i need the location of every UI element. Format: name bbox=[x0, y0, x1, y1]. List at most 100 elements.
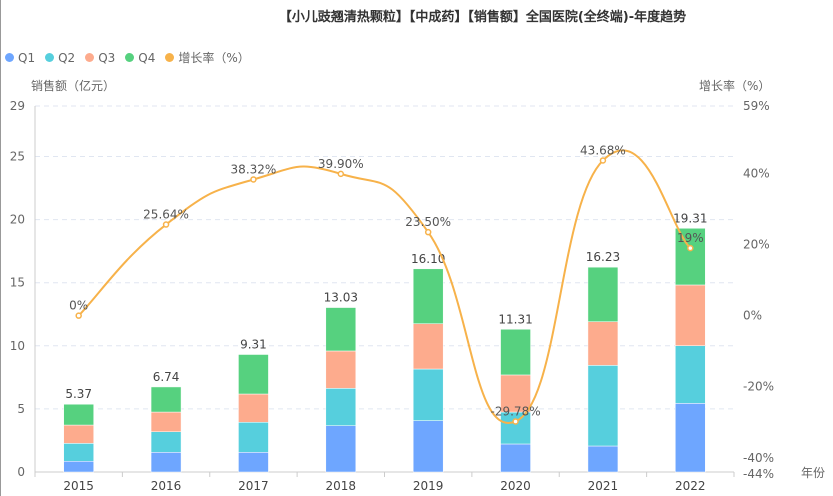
x-tick-label: 2022 bbox=[675, 479, 706, 493]
y2-tick-label: -20% bbox=[743, 380, 774, 394]
growth-point-2015 bbox=[75, 312, 82, 319]
y2-tick-label: 0% bbox=[743, 309, 762, 323]
bar-q4-2018 bbox=[325, 307, 357, 352]
bar-q3-2019 bbox=[412, 323, 444, 370]
legend-q1[interactable]: Q1 bbox=[5, 49, 35, 66]
growth-point-2018 bbox=[337, 170, 345, 178]
bar-q1-2017 bbox=[238, 452, 269, 473]
legend-dot-q1 bbox=[5, 53, 14, 62]
chart-title: 【小儿豉翘清热颗粒】【中成药】【销售额】全国医院(全终端)-年度趋势 bbox=[278, 10, 687, 25]
bar-q4-2021 bbox=[587, 266, 619, 322]
legend: Q1 Q2 Q3 Q4 增长率（%） bbox=[5, 49, 250, 66]
legend-label-q1: Q1 bbox=[18, 50, 36, 65]
y2-axis-title: 增长率（%） bbox=[699, 79, 771, 93]
total-label: 16.10 bbox=[411, 252, 445, 266]
bar-q4-2015 bbox=[63, 403, 94, 426]
y-tick-label: 15 bbox=[10, 276, 25, 290]
growth-point-2017 bbox=[250, 176, 257, 183]
bar-q1-2018 bbox=[325, 425, 357, 473]
legend-label-q3: Q3 bbox=[98, 50, 116, 65]
total-label: 16.23 bbox=[586, 250, 620, 264]
legend-label-q2: Q2 bbox=[58, 50, 76, 65]
growth-label: 19% bbox=[677, 231, 704, 245]
bar-q2-2022 bbox=[675, 345, 706, 404]
bar-q1-2016 bbox=[150, 452, 182, 473]
x-tick-label: 2018 bbox=[326, 479, 357, 493]
legend-q3[interactable]: Q3 bbox=[85, 49, 115, 66]
x-tick-label: 2015 bbox=[63, 479, 94, 493]
total-label: 6.74 bbox=[153, 370, 180, 384]
bar-q3-2018 bbox=[325, 350, 357, 389]
legend-dot-q3 bbox=[85, 53, 95, 62]
bar-q3-2020 bbox=[500, 374, 531, 413]
growth-label: 0% bbox=[69, 299, 88, 313]
bar-q3-2015 bbox=[63, 424, 94, 444]
y-tick-label: 29 bbox=[10, 99, 25, 113]
y2-tick-label: 59% bbox=[743, 99, 770, 113]
y2-tick-label: 40% bbox=[743, 167, 770, 181]
bar-q4-2020 bbox=[500, 329, 531, 376]
bar-q2-2017 bbox=[238, 422, 269, 453]
legend-label-q4: Q4 bbox=[138, 50, 156, 65]
bar-q2-2020 bbox=[500, 411, 531, 445]
total-label: 11.31 bbox=[498, 312, 532, 326]
growth-label: 25.64% bbox=[143, 208, 189, 222]
legend-q4[interactable]: Q4 bbox=[125, 49, 155, 66]
y2-tick-label: -40% bbox=[743, 451, 774, 465]
bar-q4-2017 bbox=[238, 354, 269, 395]
bar-q4-2019 bbox=[412, 268, 444, 324]
legend-growth[interactable]: 增长率（%） bbox=[165, 49, 250, 66]
bar-q1-2022 bbox=[675, 403, 706, 473]
growth-label: -29.78% bbox=[491, 404, 541, 418]
y-tick-label: 10 bbox=[10, 339, 25, 353]
total-label: 19.31 bbox=[673, 211, 707, 225]
growth-label: 23.50% bbox=[405, 215, 451, 229]
bar-q1-2019 bbox=[412, 420, 444, 473]
growth-point-2020 bbox=[512, 418, 519, 425]
growth-point-2019 bbox=[424, 228, 432, 236]
y2-tick-label: 20% bbox=[743, 238, 770, 252]
bar-q4-2016 bbox=[150, 386, 182, 413]
x-tick-label: 2016 bbox=[151, 479, 182, 493]
legend-dot-q4 bbox=[125, 53, 135, 62]
y-tick-label: 20 bbox=[10, 213, 25, 227]
bar-q2-2019 bbox=[412, 368, 444, 421]
legend-dot-growth bbox=[165, 53, 175, 62]
y2-tick-label: -44% bbox=[743, 467, 774, 481]
growth-label: 39.90% bbox=[318, 157, 364, 171]
growth-point-2016 bbox=[162, 221, 170, 228]
bar-q3-2022 bbox=[675, 284, 706, 346]
y-tick-label: 0 bbox=[17, 465, 25, 479]
bar-q2-2018 bbox=[325, 388, 357, 426]
legend-q2[interactable]: Q2 bbox=[45, 49, 75, 66]
bar-q3-2017 bbox=[238, 393, 269, 423]
bar-q1-2015 bbox=[63, 461, 94, 473]
growth-label: 43.68% bbox=[580, 143, 626, 157]
x-tick-label: 2019 bbox=[413, 479, 444, 493]
y-tick-label: 5 bbox=[17, 402, 25, 416]
x-tick-label: 2017 bbox=[238, 479, 269, 493]
x-axis-title: 年份 bbox=[801, 466, 826, 480]
legend-dot-q2 bbox=[45, 53, 55, 62]
growth-point-2021 bbox=[599, 157, 607, 164]
bar-q2-2016 bbox=[150, 431, 182, 453]
bar-q1-2021 bbox=[587, 445, 619, 473]
y-tick-label: 25 bbox=[10, 149, 25, 163]
total-label: 13.03 bbox=[324, 291, 358, 305]
growth-label: 38.32% bbox=[231, 162, 277, 176]
bar-q2-2015 bbox=[63, 443, 94, 462]
x-tick-label: 2020 bbox=[500, 479, 531, 493]
bar-q1-2020 bbox=[500, 443, 531, 473]
y-axis-title: 销售额（亿元） bbox=[31, 79, 116, 93]
bar-q4-2022 bbox=[675, 228, 706, 286]
bar-q2-2021 bbox=[587, 365, 619, 447]
bar-q3-2016 bbox=[150, 411, 182, 432]
legend-label-growth: 增长率（%） bbox=[178, 51, 250, 65]
x-tick-label: 2021 bbox=[588, 479, 619, 493]
growth-point-2022 bbox=[687, 244, 694, 252]
total-label: 9.31 bbox=[240, 338, 267, 352]
bar-q3-2021 bbox=[587, 321, 619, 366]
total-label: 5.37 bbox=[65, 387, 92, 401]
